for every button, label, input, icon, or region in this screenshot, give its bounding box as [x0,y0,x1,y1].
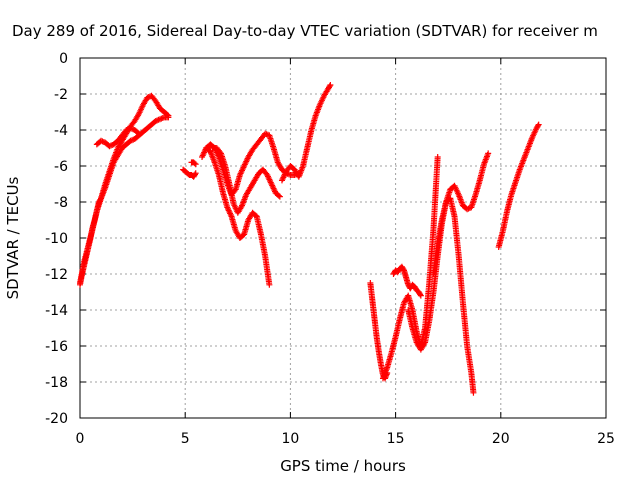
y-tick-label: -4 [54,123,68,139]
data-marker [417,291,424,298]
data-series-14 [430,195,477,396]
y-tick-label: -8 [54,195,68,211]
data-marker [534,122,541,129]
data-marker [275,192,282,199]
x-tick-label: 5 [181,431,190,447]
y-tick-label: -20 [45,411,68,427]
data-point [535,121,542,128]
data-point [192,161,199,168]
data-marker [326,83,333,90]
data-point [485,150,492,157]
y-tick-label: -16 [45,339,68,355]
data-series-4 [180,166,199,180]
data-marker [191,160,198,167]
data-series-2 [77,92,172,286]
data-series-15 [495,121,542,250]
x-tick-label: 20 [492,431,510,447]
data-series-5 [188,159,199,168]
data-points [77,82,542,396]
data-series-8 [209,145,283,216]
y-tick-label: -2 [54,87,68,103]
data-point [327,82,334,88]
data-series-13 [405,150,492,353]
axis-ticks: 0 5 10 15 20 25 0 -2 -4 -6 -8 -10 -12 -14 -16 -18 -20 [45,51,615,447]
data-series-12 [390,263,424,299]
x-axis-title: GPS time / hours [280,457,406,475]
data-series-3 [93,125,142,150]
data-marker [134,129,141,136]
data-point [165,112,172,119]
grid [80,58,606,418]
y-tick-label: -10 [45,231,68,247]
data-point [417,292,424,299]
data-marker [400,266,407,273]
x-tick-label: 0 [76,431,85,447]
data-point [276,193,283,200]
y-tick-label: -6 [54,159,68,175]
chart-title: Day 289 of 2016, Sidereal Day-to-day VTE… [12,22,598,40]
data-series-9 [278,82,334,184]
y-tick-label: -18 [45,375,68,391]
x-tick-label: 25 [597,431,615,447]
data-series-7 [203,145,273,288]
data-point [266,281,273,288]
data-point [135,130,142,137]
data-point [434,154,441,160]
data-marker [164,111,171,118]
data-marker [192,171,199,178]
y-tick-label: -14 [45,303,68,319]
y-tick-label: -12 [45,267,68,283]
x-tick-label: 10 [281,431,299,447]
data-point [470,389,477,396]
x-tick-label: 15 [387,431,405,447]
y-tick-label: 0 [59,51,68,67]
y-axis-title: SDTVAR / TECUs [4,176,22,299]
data-point [192,170,199,177]
plot-frame [79,57,607,419]
